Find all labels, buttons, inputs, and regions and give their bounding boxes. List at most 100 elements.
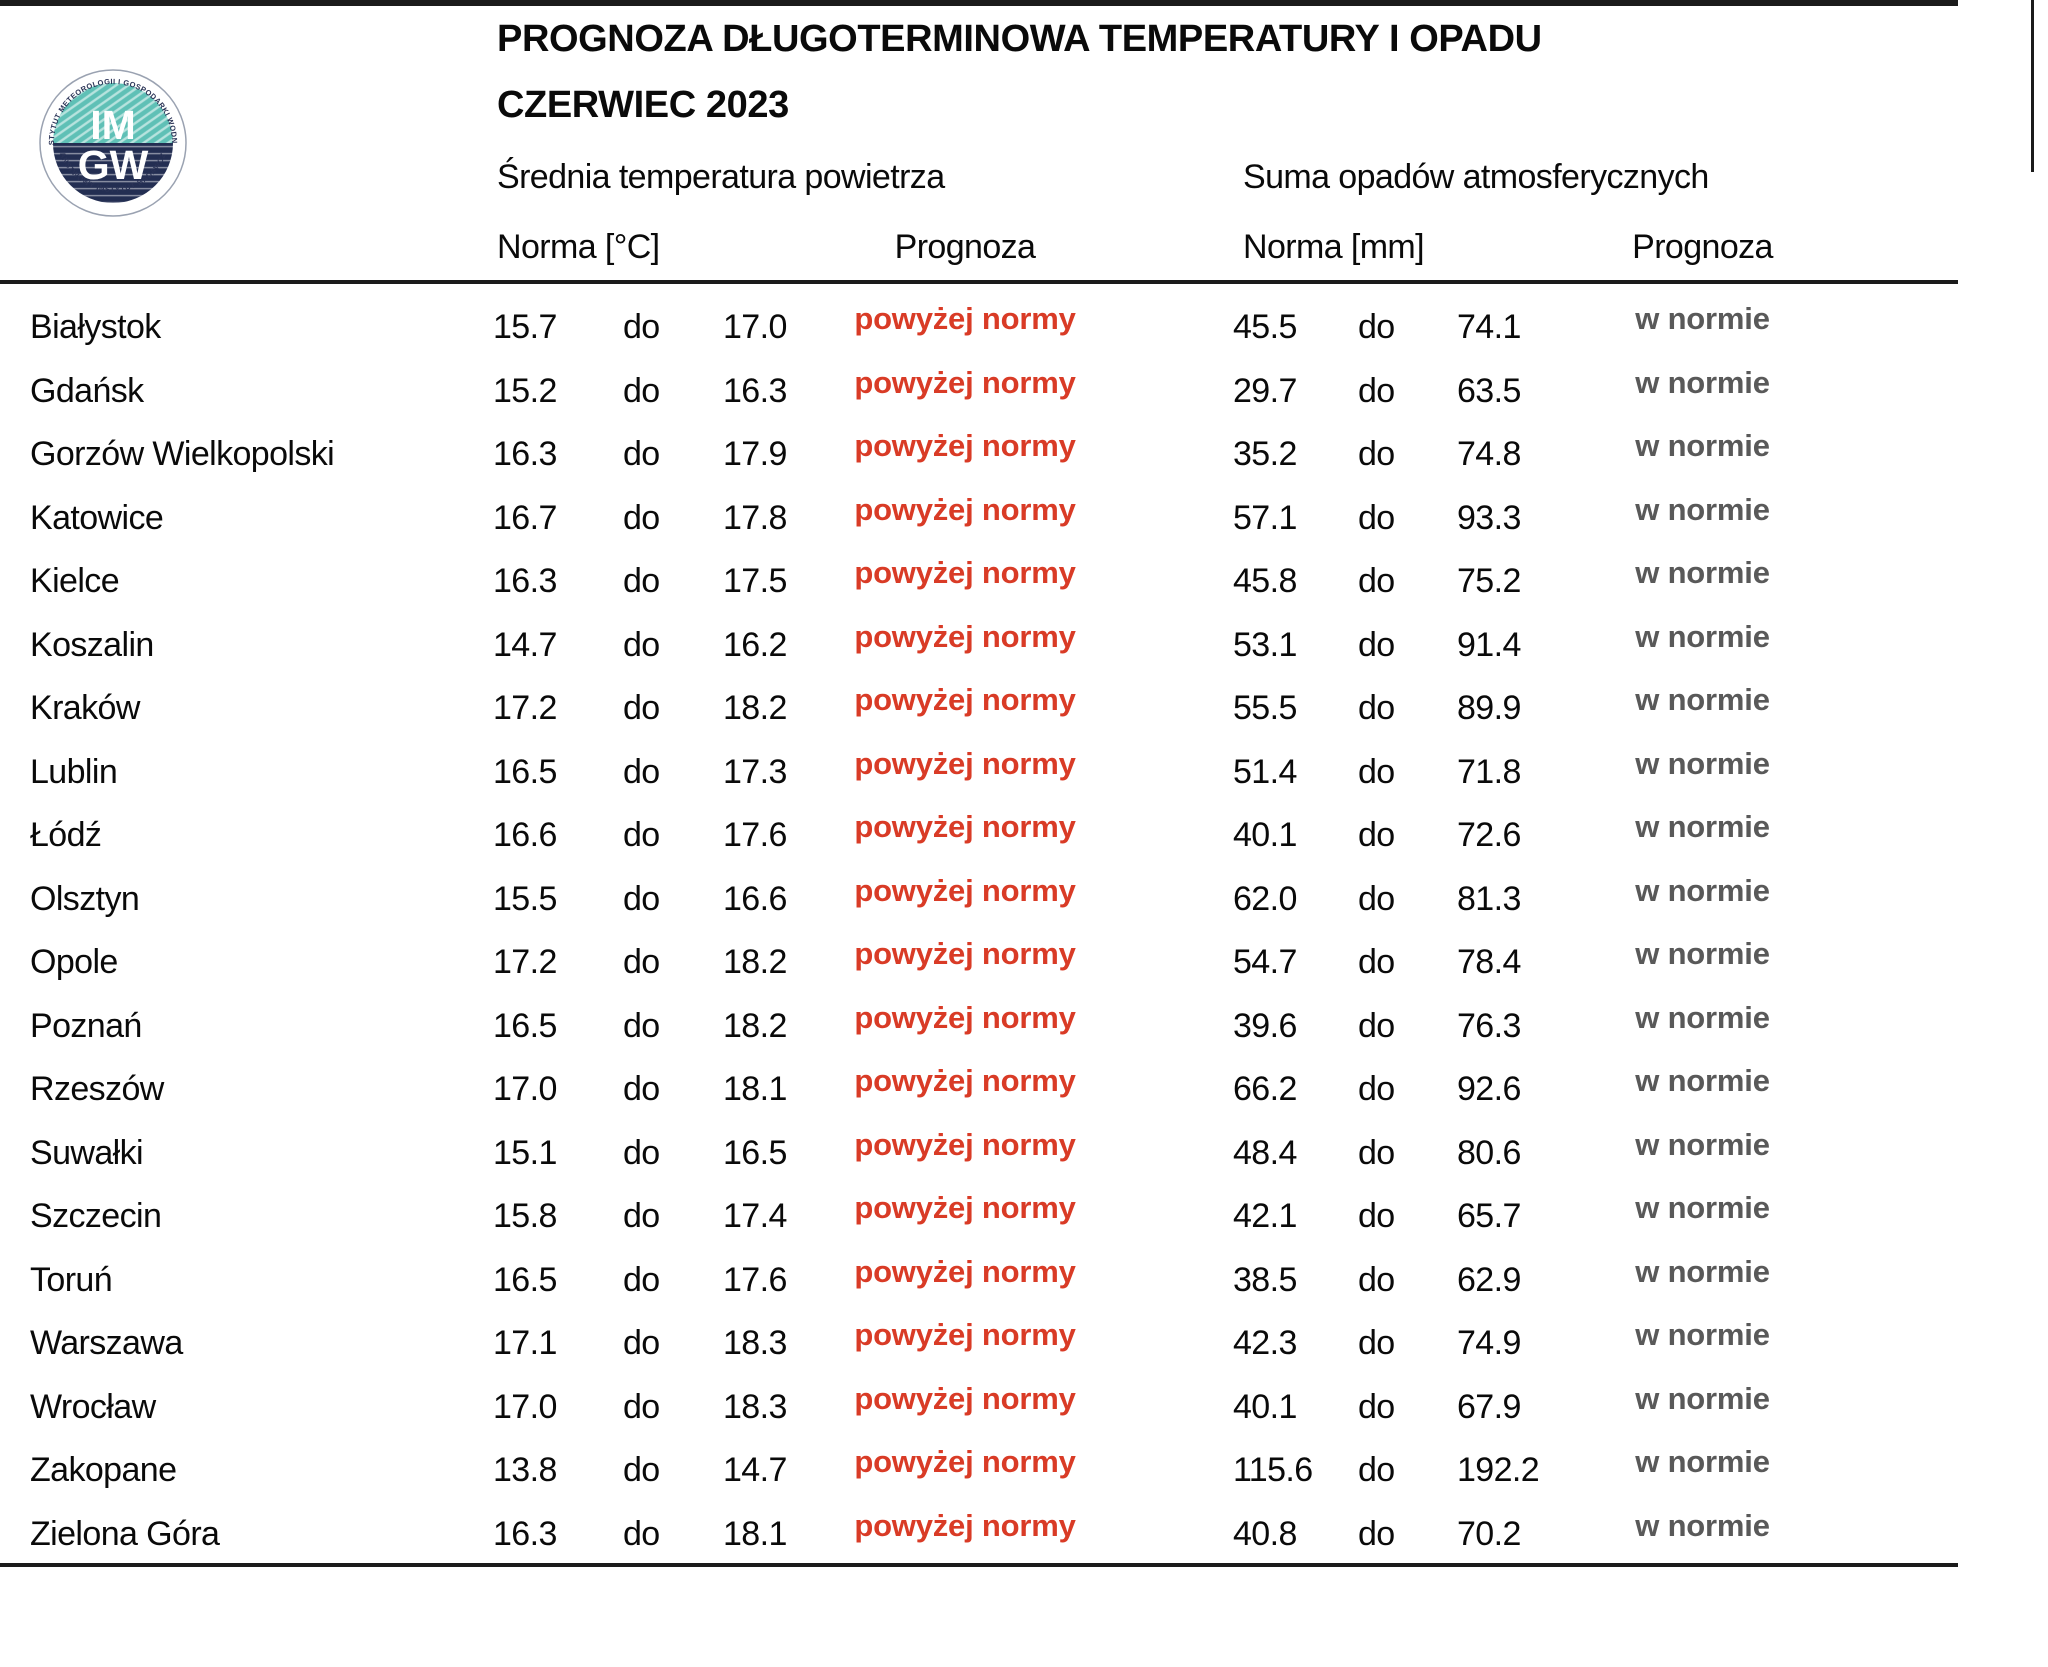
- city-name: Lublin: [30, 752, 118, 791]
- table-row: Kielce 16.3 do 17.5 powyżej normy 45.8 do 75.2 w…: [0, 550, 2048, 614]
- precip-forecast-value: w normie: [1635, 682, 1770, 717]
- precip-forecast-value: w normie: [1635, 1317, 1770, 1352]
- precip-norm-max: 70.2: [1457, 1514, 1521, 1553]
- precip-range-separator: do: [1358, 498, 1395, 537]
- temp-forecast-value: powyżej normy: [854, 809, 1076, 844]
- temp-norm-max: 18.2: [723, 943, 787, 981]
- bottom-border-line: [0, 1563, 1958, 1567]
- precip-norm-max: 63.5: [1457, 371, 1521, 410]
- precip-range-separator: do: [1358, 1006, 1395, 1045]
- precip-norm-min: 40.1: [1233, 1387, 1297, 1426]
- temp-forecast-value: powyżej normy: [854, 1253, 1076, 1289]
- table-row: Opole 17.2 do 18.2 powyżej normy 54.7 do 78.4 w …: [0, 931, 2048, 995]
- table-row: Wrocław 17.0 do 18.3 powyżej normy 40.1 do 67.9…: [0, 1376, 2048, 1440]
- precip-range-separator: do: [1358, 1133, 1395, 1172]
- precip-forecast-value: w normie: [1635, 555, 1770, 590]
- precip-range-separator: do: [1358, 1324, 1395, 1362]
- precip-forecast-value: w normie: [1635, 618, 1770, 654]
- table-row: Gorzów Wielkopolski 16.3 do 17.9 powyżej nor…: [0, 423, 2048, 487]
- precip-range-separator: do: [1358, 1260, 1395, 1299]
- temp-norm-min: 17.0: [493, 1070, 557, 1108]
- precip-norm-min: 57.1: [1233, 498, 1297, 537]
- city-name: Rzeszów: [30, 1070, 164, 1108]
- precip-norm-max: 65.7: [1457, 1197, 1521, 1235]
- city-name: Łódź: [30, 816, 102, 854]
- precip-forecast-value: w normie: [1635, 428, 1770, 463]
- temp-range-separator: do: [623, 879, 660, 918]
- temp-range-separator: do: [623, 562, 660, 600]
- precip-norm-min: 54.7: [1233, 943, 1297, 981]
- city-name: Olsztyn: [30, 879, 140, 918]
- temp-forecast-value: powyżej normy: [854, 872, 1076, 908]
- temp-forecast-value: powyżej normy: [854, 936, 1076, 971]
- temp-norm-min: 13.8: [493, 1451, 557, 1489]
- precip-norm-min: 42.1: [1233, 1197, 1297, 1235]
- precip-norm-min: 38.5: [1233, 1260, 1297, 1299]
- precip-range-separator: do: [1358, 1070, 1395, 1108]
- precip-forecast-value: w normie: [1635, 1190, 1770, 1225]
- precip-norm-max: 78.4: [1457, 943, 1521, 981]
- precip-norm-max: 74.9: [1457, 1324, 1521, 1362]
- precip-norm-min: 53.1: [1233, 625, 1297, 664]
- precip-norm-min: 66.2: [1233, 1070, 1297, 1108]
- city-name: Warszawa: [30, 1324, 183, 1362]
- page-title: PROGNOZA DŁUGOTERMINOWA TEMPERATURY I OP…: [497, 18, 1542, 60]
- precip-forecast-value: w normie: [1635, 1380, 1770, 1416]
- precip-norm-min: 62.0: [1233, 879, 1297, 918]
- precip-forecast-value: w normie: [1635, 809, 1770, 844]
- imgw-logo: INSTYTUT METEOROLOGII I GOSPODARKI WODNE…: [38, 68, 187, 217]
- precip-norm-min: 35.2: [1233, 435, 1297, 473]
- table-row: Katowice 16.7 do 17.8 powyżej normy 57.1 do 93.…: [0, 487, 2048, 551]
- temp-norm-min: 17.2: [493, 943, 557, 981]
- temp-forecast-value: powyżej normy: [854, 301, 1076, 336]
- table-row: Lublin 16.5 do 17.3 powyżej normy 51.4 do 71.8 w…: [0, 741, 2048, 805]
- logo-gw-text: GW: [78, 142, 149, 188]
- temp-range-separator: do: [623, 1070, 660, 1108]
- temp-norm-min: 16.6: [493, 816, 557, 854]
- precip-norm-min: 45.8: [1233, 562, 1297, 600]
- city-name: Szczecin: [30, 1197, 162, 1235]
- temp-forecast-value: powyżej normy: [854, 1190, 1076, 1225]
- city-name: Gdańsk: [30, 371, 144, 410]
- city-name: Toruń: [30, 1260, 113, 1299]
- precip-range-separator: do: [1358, 943, 1395, 981]
- city-name: Zielona Góra: [30, 1514, 220, 1553]
- top-border-line: [0, 0, 1958, 6]
- precip-norm-min: 51.4: [1233, 752, 1297, 791]
- precip-range-separator: do: [1358, 1451, 1395, 1489]
- precip-forecast-header: Prognoza: [1632, 228, 1773, 266]
- temp-range-separator: do: [623, 1514, 660, 1553]
- precipitation-section-label: Suma opadów atmosferycznych: [1243, 158, 1709, 196]
- precip-forecast-value: w normie: [1635, 364, 1770, 400]
- precip-norm-max: 93.3: [1457, 498, 1521, 537]
- table-row: Kraków 17.2 do 18.2 powyżej normy 55.5 do 89.9 w…: [0, 677, 2048, 741]
- temp-norm-max: 18.1: [723, 1514, 787, 1553]
- temp-norm-max: 17.0: [723, 308, 787, 346]
- temp-forecast-value: powyżej normy: [854, 745, 1076, 781]
- precip-range-separator: do: [1358, 879, 1395, 918]
- precip-range-separator: do: [1358, 562, 1395, 600]
- temp-norm-min: 16.5: [493, 752, 557, 791]
- city-name: Poznań: [30, 1006, 142, 1045]
- precip-range-separator: do: [1358, 816, 1395, 854]
- precip-range-separator: do: [1358, 371, 1395, 410]
- logo-im-text: IM: [90, 102, 136, 148]
- precip-forecast-value: w normie: [1635, 745, 1770, 781]
- top-right-edge-line: [2031, 0, 2034, 172]
- precip-norm-max: 81.3: [1457, 879, 1521, 918]
- precip-norm-min: 40.1: [1233, 816, 1297, 854]
- logo-top-half: [53, 83, 173, 143]
- temp-range-separator: do: [623, 1451, 660, 1489]
- temp-norm-header: Norma [°C]: [497, 228, 660, 266]
- precip-norm-min: 40.8: [1233, 1514, 1297, 1553]
- temp-range-separator: do: [623, 752, 660, 791]
- temp-forecast-value: powyżej normy: [854, 1380, 1076, 1416]
- table-row: Warszawa 17.1 do 18.3 powyżej normy 42.3 do 74.…: [0, 1312, 2048, 1376]
- precip-range-separator: do: [1358, 689, 1395, 727]
- precip-range-separator: do: [1358, 1514, 1395, 1553]
- temp-forecast-value: powyżej normy: [854, 1507, 1076, 1543]
- temp-norm-min: 16.3: [493, 1514, 557, 1553]
- precip-forecast-value: w normie: [1635, 1507, 1770, 1543]
- precip-norm-max: 89.9: [1457, 689, 1521, 727]
- temp-norm-min: 15.5: [493, 879, 557, 918]
